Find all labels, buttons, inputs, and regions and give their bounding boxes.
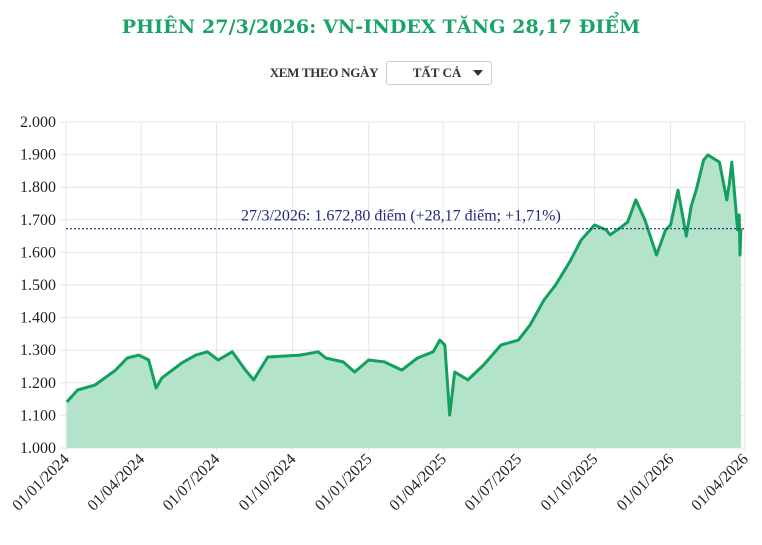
x-axis: 01/01/2024 01/04/2024 01/07/2024 01/10/2024… [9, 451, 752, 515]
y-tick-label: 1.600 [20, 244, 56, 261]
filter-label: XEM THEO NGÀY [269, 65, 379, 80]
chart-title: PHIÊN 27/3/2026: VN-INDEX TĂNG 28,17 ĐIỂ… [121, 16, 641, 38]
x-tick-label: 01/04/2025 [386, 451, 450, 515]
y-tick-label: 1.400 [20, 310, 56, 327]
y-tick-label: 1.900 [20, 147, 56, 164]
y-tick-label: 1.200 [20, 375, 56, 392]
x-tick-label: 01/10/2025 [538, 451, 602, 515]
range-select-value: TẤT CẢ [412, 65, 462, 80]
date-filter: XEM THEO NGÀY TẤT CẢ [0, 61, 762, 85]
area-fill [66, 154, 741, 448]
y-tick-label: 2.000 [20, 114, 56, 131]
range-select[interactable]: TẤT CẢ [386, 61, 493, 85]
x-tick-label: 01/01/2026 [614, 451, 678, 515]
x-tick-label: 01/01/2025 [312, 451, 376, 515]
x-tick-label: 01/01/2024 [9, 451, 73, 515]
x-tick-label: 01/04/2024 [85, 451, 149, 515]
x-tick-label: 01/10/2024 [236, 451, 300, 515]
x-tick-label: 01/04/2026 [688, 451, 752, 515]
y-tick-label: 1.300 [20, 342, 56, 359]
y-tick-label: 1.800 [20, 179, 56, 196]
y-axis: 1.000 1.100 1.200 1.300 1.400 1.500 1.600 1.700… [20, 114, 56, 457]
y-tick-label: 1.000 [20, 440, 56, 457]
y-tick-label: 1.500 [20, 277, 56, 294]
reference-label: 27/3/2026: 1.672,80 điểm (+28,17 điểm; +… [241, 208, 561, 225]
y-tick-label: 1.700 [20, 212, 56, 229]
x-tick-label: 01/07/2025 [462, 451, 526, 515]
chevron-down-icon [473, 70, 484, 76]
y-tick-label: 1.100 [20, 407, 56, 424]
x-tick-label: 01/07/2024 [160, 451, 224, 515]
index-line [65, 153, 743, 417]
